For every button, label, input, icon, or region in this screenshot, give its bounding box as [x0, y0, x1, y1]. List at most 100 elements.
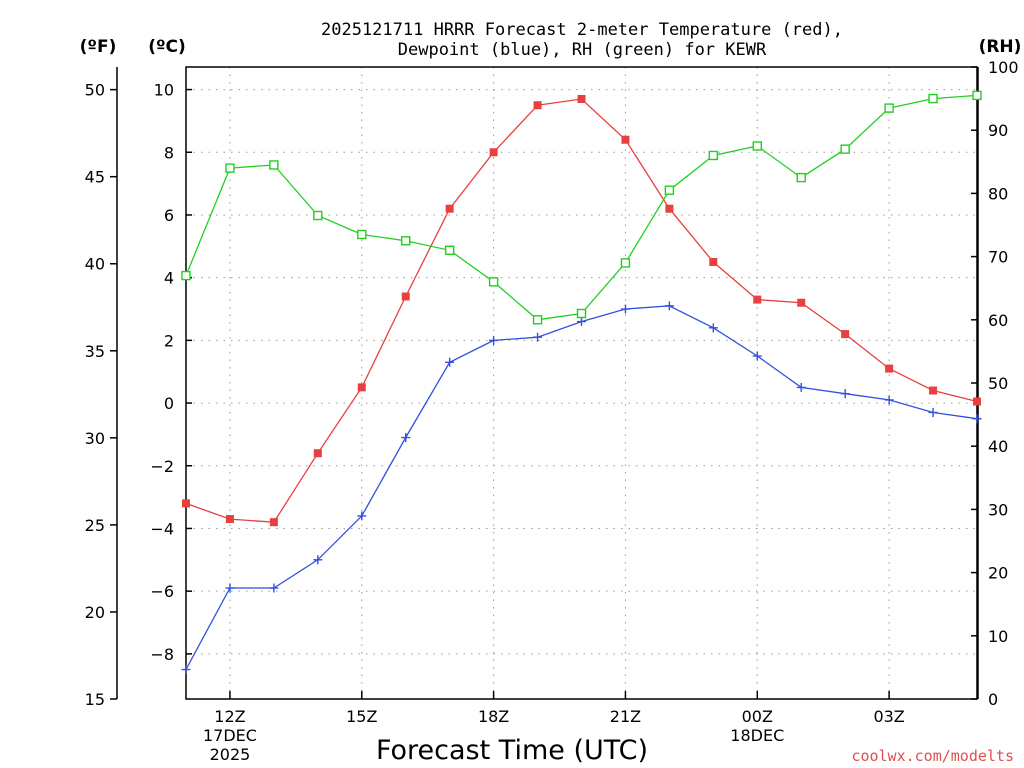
rh-tick-label: 10: [988, 627, 1008, 646]
celsius-tick-label: −4: [150, 519, 174, 538]
2-meter-temperature-point: [533, 101, 542, 110]
rh-point: [444, 245, 455, 255]
dewpoint-point: [489, 335, 499, 345]
fahrenheit-tick-label: 35: [85, 342, 105, 361]
dewpoint-point: [181, 665, 191, 675]
rh-point: [357, 229, 367, 240]
rh-point: [181, 270, 191, 281]
rh-point: [401, 236, 411, 246]
celsius-tick-label: 6: [164, 206, 174, 225]
dewpoint-point: [357, 511, 367, 521]
fahrenheit-tick-label: 15: [85, 690, 105, 709]
2-meter-temperature-point: [445, 204, 454, 213]
fahrenheit-tick-label: 40: [85, 255, 105, 274]
2-meter-temperature-point: [753, 295, 762, 304]
2-meter-temperature-point: [357, 383, 366, 392]
rh-unit-label: (RH): [979, 37, 1022, 57]
celsius-tick-label: 4: [164, 269, 174, 288]
fahrenheit-tick-label: 20: [85, 603, 105, 622]
dewpoint-point: [928, 407, 938, 417]
rh-point: [269, 160, 279, 170]
2-meter-temperature-point: [841, 330, 850, 339]
celsius-tick-label: −6: [150, 582, 174, 601]
celsius-tick-label: −2: [150, 457, 174, 476]
dewpoint-point: [313, 555, 323, 565]
2-meter-temperature-point: [489, 148, 498, 157]
dewpoint-point: [445, 357, 455, 367]
celsius-unit-label: (ºC): [148, 37, 186, 57]
rh-point: [576, 308, 587, 319]
rh-tick-label: 40: [988, 437, 1008, 456]
chart-title-line1: 2025121711 HRRR Forecast 2-meter Tempera…: [321, 20, 843, 40]
rh-point: [488, 277, 499, 287]
x-tick-label: 03Z: [873, 707, 904, 726]
rh-tick-label: 60: [988, 311, 1008, 330]
rh-point: [752, 141, 762, 151]
rh-tick-label: 0: [988, 690, 998, 709]
x-tick-label: 18Z: [478, 707, 509, 726]
rh-tick-label: 80: [988, 184, 1008, 203]
2-meter-temperature-point: [225, 515, 234, 524]
rh-point: [796, 172, 806, 183]
dewpoint-point: [664, 301, 674, 311]
fahrenheit-unit-label: (ºF): [80, 37, 117, 57]
fahrenheit-tick-label: 50: [85, 81, 105, 100]
x-tick-label: 12Z: [214, 707, 245, 726]
dewpoint-point: [884, 395, 894, 405]
rh-point: [664, 185, 675, 195]
rh-tick-label: 20: [988, 564, 1008, 583]
2-meter-temperature-point: [401, 292, 410, 301]
x-tick-sublabel: 18DEC: [730, 726, 784, 745]
fahrenheit-tick-label: 45: [85, 168, 105, 187]
chart-title-line2: Dewpoint (blue), RH (green) for KEWR: [398, 40, 767, 60]
dewpoint-point: [269, 583, 279, 593]
2-meter-temperature-point: [929, 386, 938, 395]
x-axis-label: Forecast Time (UTC): [376, 735, 648, 766]
rh-point: [313, 210, 323, 221]
celsius-tick-label: 2: [164, 331, 174, 350]
celsius-tick-label: 8: [164, 143, 174, 162]
rh-point: [620, 258, 631, 268]
dewpoint-series-line: [185, 305, 978, 670]
2-meter-temperature-point: [709, 257, 718, 266]
rh-tick-label: 100: [988, 58, 1019, 77]
dewpoint-point: [533, 332, 543, 342]
rh-point: [972, 90, 982, 101]
ticks-layer: 1520253035404550−8−6−4−20246810010203040…: [85, 58, 1019, 764]
dewpoint-point: [620, 304, 630, 314]
x-tick-label: 00Z: [742, 707, 773, 726]
celsius-tick-label: 0: [164, 394, 174, 413]
2-meter-temperature-point: [621, 135, 630, 144]
dewpoint-point: [225, 583, 235, 593]
plot-frame: [185, 66, 978, 700]
rh-tick-label: 30: [988, 500, 1008, 519]
fahrenheit-tick-label: 25: [85, 516, 105, 535]
rh-tick-label: 90: [988, 121, 1008, 140]
2-meter-temperature-point: [182, 499, 190, 508]
x-tick-sublabel: 2025: [210, 745, 251, 764]
dewpoint-point: [708, 323, 718, 333]
2-meter-temperature-point: [973, 397, 981, 406]
2-meter-temperature-point: [313, 449, 322, 458]
grid-layer: [186, 67, 977, 699]
dewpoint-point: [752, 351, 762, 361]
x-tick-label: 21Z: [610, 707, 641, 726]
dewpoint-point: [840, 389, 850, 399]
rh-tick-label: 70: [988, 248, 1008, 267]
celsius-tick-label: 10: [154, 81, 174, 100]
dewpoint-point: [577, 317, 586, 327]
2-meter-temperature-point: [269, 518, 278, 527]
dewpoint-point: [401, 433, 411, 443]
rh-point: [708, 150, 719, 161]
rh-tick-label: 50: [988, 374, 1008, 393]
axes-layer: [116, 66, 979, 700]
rh-point: [532, 315, 543, 325]
credit-text: coolwx.com/modelts: [851, 747, 1014, 765]
dewpoint-point: [796, 382, 806, 392]
dewpoint-point: [972, 414, 982, 424]
rh-series-line: [185, 94, 978, 321]
rh-point: [884, 103, 894, 113]
x-tick-sublabel: 17DEC: [203, 726, 257, 745]
2-meter-temperature-point: [885, 364, 894, 373]
2-meter-temperature-point: [577, 94, 586, 103]
